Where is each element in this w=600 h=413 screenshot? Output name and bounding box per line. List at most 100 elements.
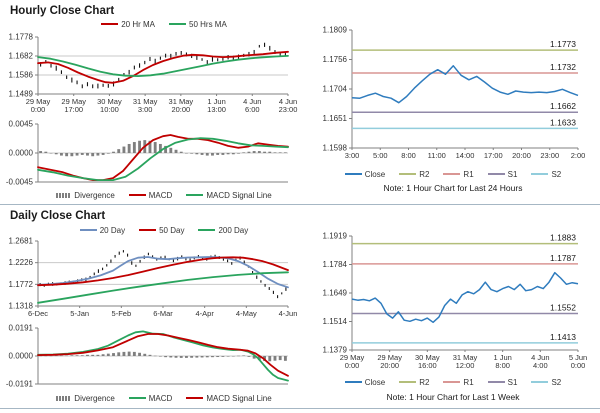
pivot-label-r2: 1.1883 <box>550 233 576 243</box>
y-tick-label: 1.1756 <box>323 55 348 64</box>
bar-swatch-icon <box>56 192 72 198</box>
legend-label: 50 Day <box>159 225 185 235</box>
line-swatch-icon <box>487 173 505 175</box>
x-tick-label: 5 Jun <box>569 353 587 362</box>
y-tick-label: 1.1598 <box>323 144 348 153</box>
legend-label: R1 <box>463 169 474 179</box>
y-tick-label: -0.0045 <box>6 178 34 187</box>
legend-item-close: Close <box>344 169 386 179</box>
x-tick-label: 10:00 <box>100 105 119 114</box>
legend-item-s1: S1 <box>487 169 518 179</box>
last-24h-panel: 1.1809 1.1756 1.1704 1.1651 1.1598 3:00 5:00 8:… <box>300 0 600 204</box>
legend-label: R1 <box>463 377 474 387</box>
daily-chart-title: Daily Close Chart <box>10 210 106 222</box>
x-tick-label: 13:00 <box>207 105 226 114</box>
x-tick-label: 29 May <box>26 97 51 106</box>
legend-item-20-hr-ma: 20 Hr MA <box>101 20 155 29</box>
line-swatch-icon <box>344 173 362 175</box>
series-20-day <box>37 256 289 289</box>
y-axis: 0.0045 0.0000 -0.0045 <box>6 120 288 187</box>
x-tick-label: 20:00 <box>380 361 399 370</box>
legend-label: S2 <box>551 377 562 387</box>
last-week-note: Note: 1 Hour Chart for Last 1 Week <box>386 392 520 402</box>
line-swatch-icon <box>443 173 461 175</box>
series-50-hrs-ma <box>37 54 289 77</box>
line-swatch-icon <box>128 397 146 399</box>
legend-item-close: Close <box>344 378 385 387</box>
legend-label: 20 Day <box>99 225 126 235</box>
x-tick-label: 4-May <box>236 309 257 318</box>
legend-label: S2 <box>551 169 562 179</box>
legend-label: Divergence <box>74 190 115 200</box>
x-tick-label: 0:00 <box>31 105 46 114</box>
horizontal-divider-bottom <box>0 408 600 409</box>
x-tick-label: 29 May <box>61 97 86 106</box>
legend-item-50-hrs-ma: 50 Hrs MA <box>169 20 227 29</box>
x-tick-label: 23:00 <box>540 151 559 160</box>
legend-label: 200 Day <box>218 225 249 235</box>
x-axis: 6-Dec 5-Jan 5-Feb 6-Mar 4-Apr 4-May 4-Jun <box>28 306 297 318</box>
x-tick-label: 31 May <box>453 353 478 362</box>
y-axis: 1.1919 1.1784 1.1649 1.1514 1.1379 <box>323 232 352 355</box>
legend-label: MACD Signal Line <box>206 393 272 403</box>
x-tick-label: 2:00 <box>571 151 586 160</box>
y-axis: 1.1778 1.1682 1.1586 1.1489 <box>9 33 288 99</box>
divergence-bars <box>39 351 287 362</box>
legend-label: MACD <box>148 393 173 403</box>
daily-ma-legend: 20 Day 50 Day 200 Day <box>38 224 290 236</box>
x-tick-label: 0:00 <box>571 361 586 370</box>
y-axis: 0.0191 0.0000 -0.0191 <box>6 324 288 389</box>
x-tick-label: 17:00 <box>64 105 83 114</box>
y-tick-label: 1.1379 <box>323 346 348 355</box>
legend-label: Close <box>364 169 386 179</box>
legend-item-20-day: 20 Day <box>79 225 126 235</box>
line-swatch-icon <box>399 173 417 175</box>
legend-label: R2 <box>419 377 430 387</box>
y-tick-label: 1.1784 <box>323 260 348 269</box>
x-tick-label: 4 Jun <box>279 97 297 106</box>
x-tick-label: 23:00 <box>279 105 298 114</box>
y-tick-label: -0.0191 <box>6 380 34 389</box>
series-macd-signal-line <box>37 137 289 181</box>
series-macd <box>37 330 289 382</box>
x-tick-label: 14:00 <box>456 151 475 160</box>
hourly-macd-legend: Divergence MACD MACD Signal Line <box>38 189 290 201</box>
y-tick-label: 1.1489 <box>9 90 34 99</box>
line-swatch-icon <box>169 23 186 25</box>
legend-label: 20 Hr MA <box>121 19 155 29</box>
legend-item-50-day: 50 Day <box>139 226 184 235</box>
legend-item-200-day: 200 Day <box>198 226 248 235</box>
x-axis: 3:00 5:00 8:00 11:00 14:00 17:00 20:00 23:00 2:0… <box>345 148 586 160</box>
legend-item-r1: R1 <box>443 377 474 387</box>
y-tick-label: 0.0000 <box>9 352 34 361</box>
x-tick-label: 4-Apr <box>195 309 214 318</box>
line-swatch-icon <box>443 381 461 383</box>
x-tick-label: 16:00 <box>418 361 437 370</box>
legend-item-s2: S2 <box>531 170 561 179</box>
line-swatch-icon <box>186 194 204 196</box>
x-tick-label: 31 May <box>169 97 194 106</box>
y-tick-label: 1.1809 <box>323 26 348 35</box>
series-200-day <box>37 271 289 304</box>
legend-label: S1 <box>507 169 518 179</box>
line-swatch-icon <box>344 381 362 383</box>
line-swatch-icon <box>79 229 97 231</box>
hourly-chart-title: Hourly Close Chart <box>10 5 115 17</box>
line-swatch-icon <box>128 194 146 196</box>
legend-item-divergence: Divergence <box>56 393 115 403</box>
x-tick-label: 29 May <box>340 353 365 362</box>
x-tick-label: 1 Jun <box>207 97 225 106</box>
x-tick-label: 3:00 <box>345 151 360 160</box>
legend-item-r2: R2 <box>399 378 429 387</box>
horizontal-divider-top <box>0 204 600 205</box>
x-tick-label: 3:00 <box>138 105 153 114</box>
y-tick-label: 1.1919 <box>323 232 348 241</box>
line-swatch-icon <box>186 397 204 399</box>
last-week-panel: 1.1919 1.1784 1.1649 1.1514 1.1379 29 May 0:00… <box>300 206 600 408</box>
x-tick-label: 12:00 <box>456 361 475 370</box>
line-swatch-icon <box>531 173 549 175</box>
legend-item-macd: MACD <box>128 191 172 200</box>
legend-label: Divergence <box>74 393 115 403</box>
